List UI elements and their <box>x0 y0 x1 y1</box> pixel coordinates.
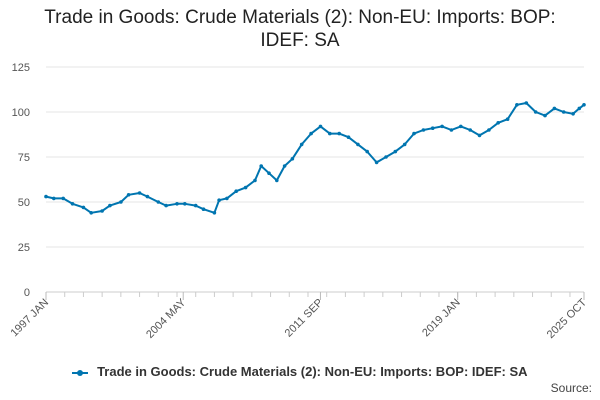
data-point[interactable] <box>346 135 351 139</box>
data-point[interactable] <box>552 106 557 111</box>
x-tick-label: 2004 MAY <box>144 296 189 341</box>
data-point[interactable] <box>374 160 379 165</box>
data-point[interactable] <box>459 124 463 129</box>
data-point[interactable] <box>468 128 473 132</box>
data-point[interactable] <box>234 189 238 193</box>
data-point[interactable] <box>402 142 407 147</box>
data-point[interactable] <box>81 205 86 210</box>
data-point[interactable] <box>44 194 48 199</box>
y-tick-label: 0 <box>24 287 30 299</box>
data-point[interactable] <box>290 157 295 161</box>
data-point[interactable] <box>430 126 435 130</box>
data-point[interactable] <box>328 131 332 136</box>
data-point[interactable] <box>561 110 566 114</box>
series-group <box>44 101 586 215</box>
data-point[interactable] <box>356 142 360 147</box>
data-point[interactable] <box>212 211 217 215</box>
data-point[interactable] <box>577 106 582 111</box>
data-point[interactable] <box>505 117 510 121</box>
data-point[interactable] <box>156 200 161 204</box>
data-point[interactable] <box>52 196 56 201</box>
data-point[interactable] <box>309 131 313 136</box>
chart-title-line-2: IDEF: SA <box>260 30 340 51</box>
data-point[interactable] <box>217 198 221 202</box>
y-axis: 0 25 50 75 100 125 <box>12 62 30 299</box>
data-point[interactable] <box>384 155 388 159</box>
data-point[interactable] <box>193 203 198 208</box>
data-point[interactable] <box>337 131 342 136</box>
data-point[interactable] <box>126 193 131 197</box>
data-point[interactable] <box>571 112 575 116</box>
chart-title-line-1: Trade in Goods: Crude Materials (2): Non… <box>44 7 556 28</box>
data-point[interactable] <box>137 191 142 195</box>
grid-lines <box>46 66 584 293</box>
y-tick-label: 100 <box>12 107 30 119</box>
data-point[interactable] <box>318 124 323 129</box>
y-tick-label: 25 <box>18 242 30 254</box>
data-point[interactable] <box>282 164 287 168</box>
data-point[interactable] <box>421 128 426 132</box>
y-tick-label: 50 <box>18 197 30 209</box>
y-tick-label: 125 <box>12 62 30 74</box>
data-point[interactable] <box>440 124 444 129</box>
data-point[interactable] <box>145 194 150 199</box>
data-point[interactable] <box>89 211 93 215</box>
data-point[interactable] <box>524 101 529 105</box>
data-point[interactable] <box>393 149 398 154</box>
x-tick-label: 2019 JAN <box>420 297 463 340</box>
data-point[interactable] <box>175 202 179 206</box>
legend[interactable]: Trade in Goods: Crude Materials (2): Non… <box>0 364 600 379</box>
data-point[interactable] <box>259 164 264 168</box>
data-point[interactable] <box>496 121 501 125</box>
x-axis: 1997 JAN 2004 MAY 2011 SEP 2019 JAN 2025 OCT <box>8 291 590 341</box>
data-point[interactable] <box>543 113 547 118</box>
legend-marker-icon <box>72 368 89 378</box>
data-point[interactable] <box>412 131 416 136</box>
data-point[interactable] <box>253 178 257 183</box>
data-point[interactable] <box>243 185 248 190</box>
data-point[interactable] <box>100 209 104 213</box>
x-tick-label: 2025 OCT <box>545 296 590 341</box>
y-tick-label: 75 <box>18 152 30 164</box>
data-point[interactable] <box>201 207 206 211</box>
chart-title: Trade in Goods: Crude Materials (2): Non… <box>0 6 600 52</box>
data-point[interactable] <box>70 202 75 206</box>
data-point[interactable] <box>449 128 454 132</box>
data-point[interactable] <box>477 133 482 138</box>
data-point[interactable] <box>183 202 187 206</box>
data-point[interactable] <box>365 149 370 154</box>
data-point[interactable] <box>267 171 271 175</box>
data-point[interactable] <box>299 142 304 147</box>
data-point[interactable] <box>108 203 112 208</box>
data-point[interactable] <box>225 196 229 201</box>
series-line[interactable] <box>45 102 585 214</box>
legend-label: Trade in Goods: Crude Materials (2): Non… <box>97 364 528 379</box>
data-point[interactable] <box>487 128 491 132</box>
data-point[interactable] <box>533 110 538 114</box>
data-point[interactable] <box>61 196 65 201</box>
x-tick-label: 1997 JAN <box>8 297 51 340</box>
data-point[interactable] <box>119 200 123 204</box>
source-label: Source: <box>550 381 592 395</box>
x-tick-label: 2011 SEP <box>283 297 326 340</box>
data-point[interactable] <box>275 178 279 183</box>
data-point[interactable] <box>164 203 168 208</box>
data-point[interactable] <box>515 103 519 107</box>
data-point[interactable] <box>582 103 586 107</box>
